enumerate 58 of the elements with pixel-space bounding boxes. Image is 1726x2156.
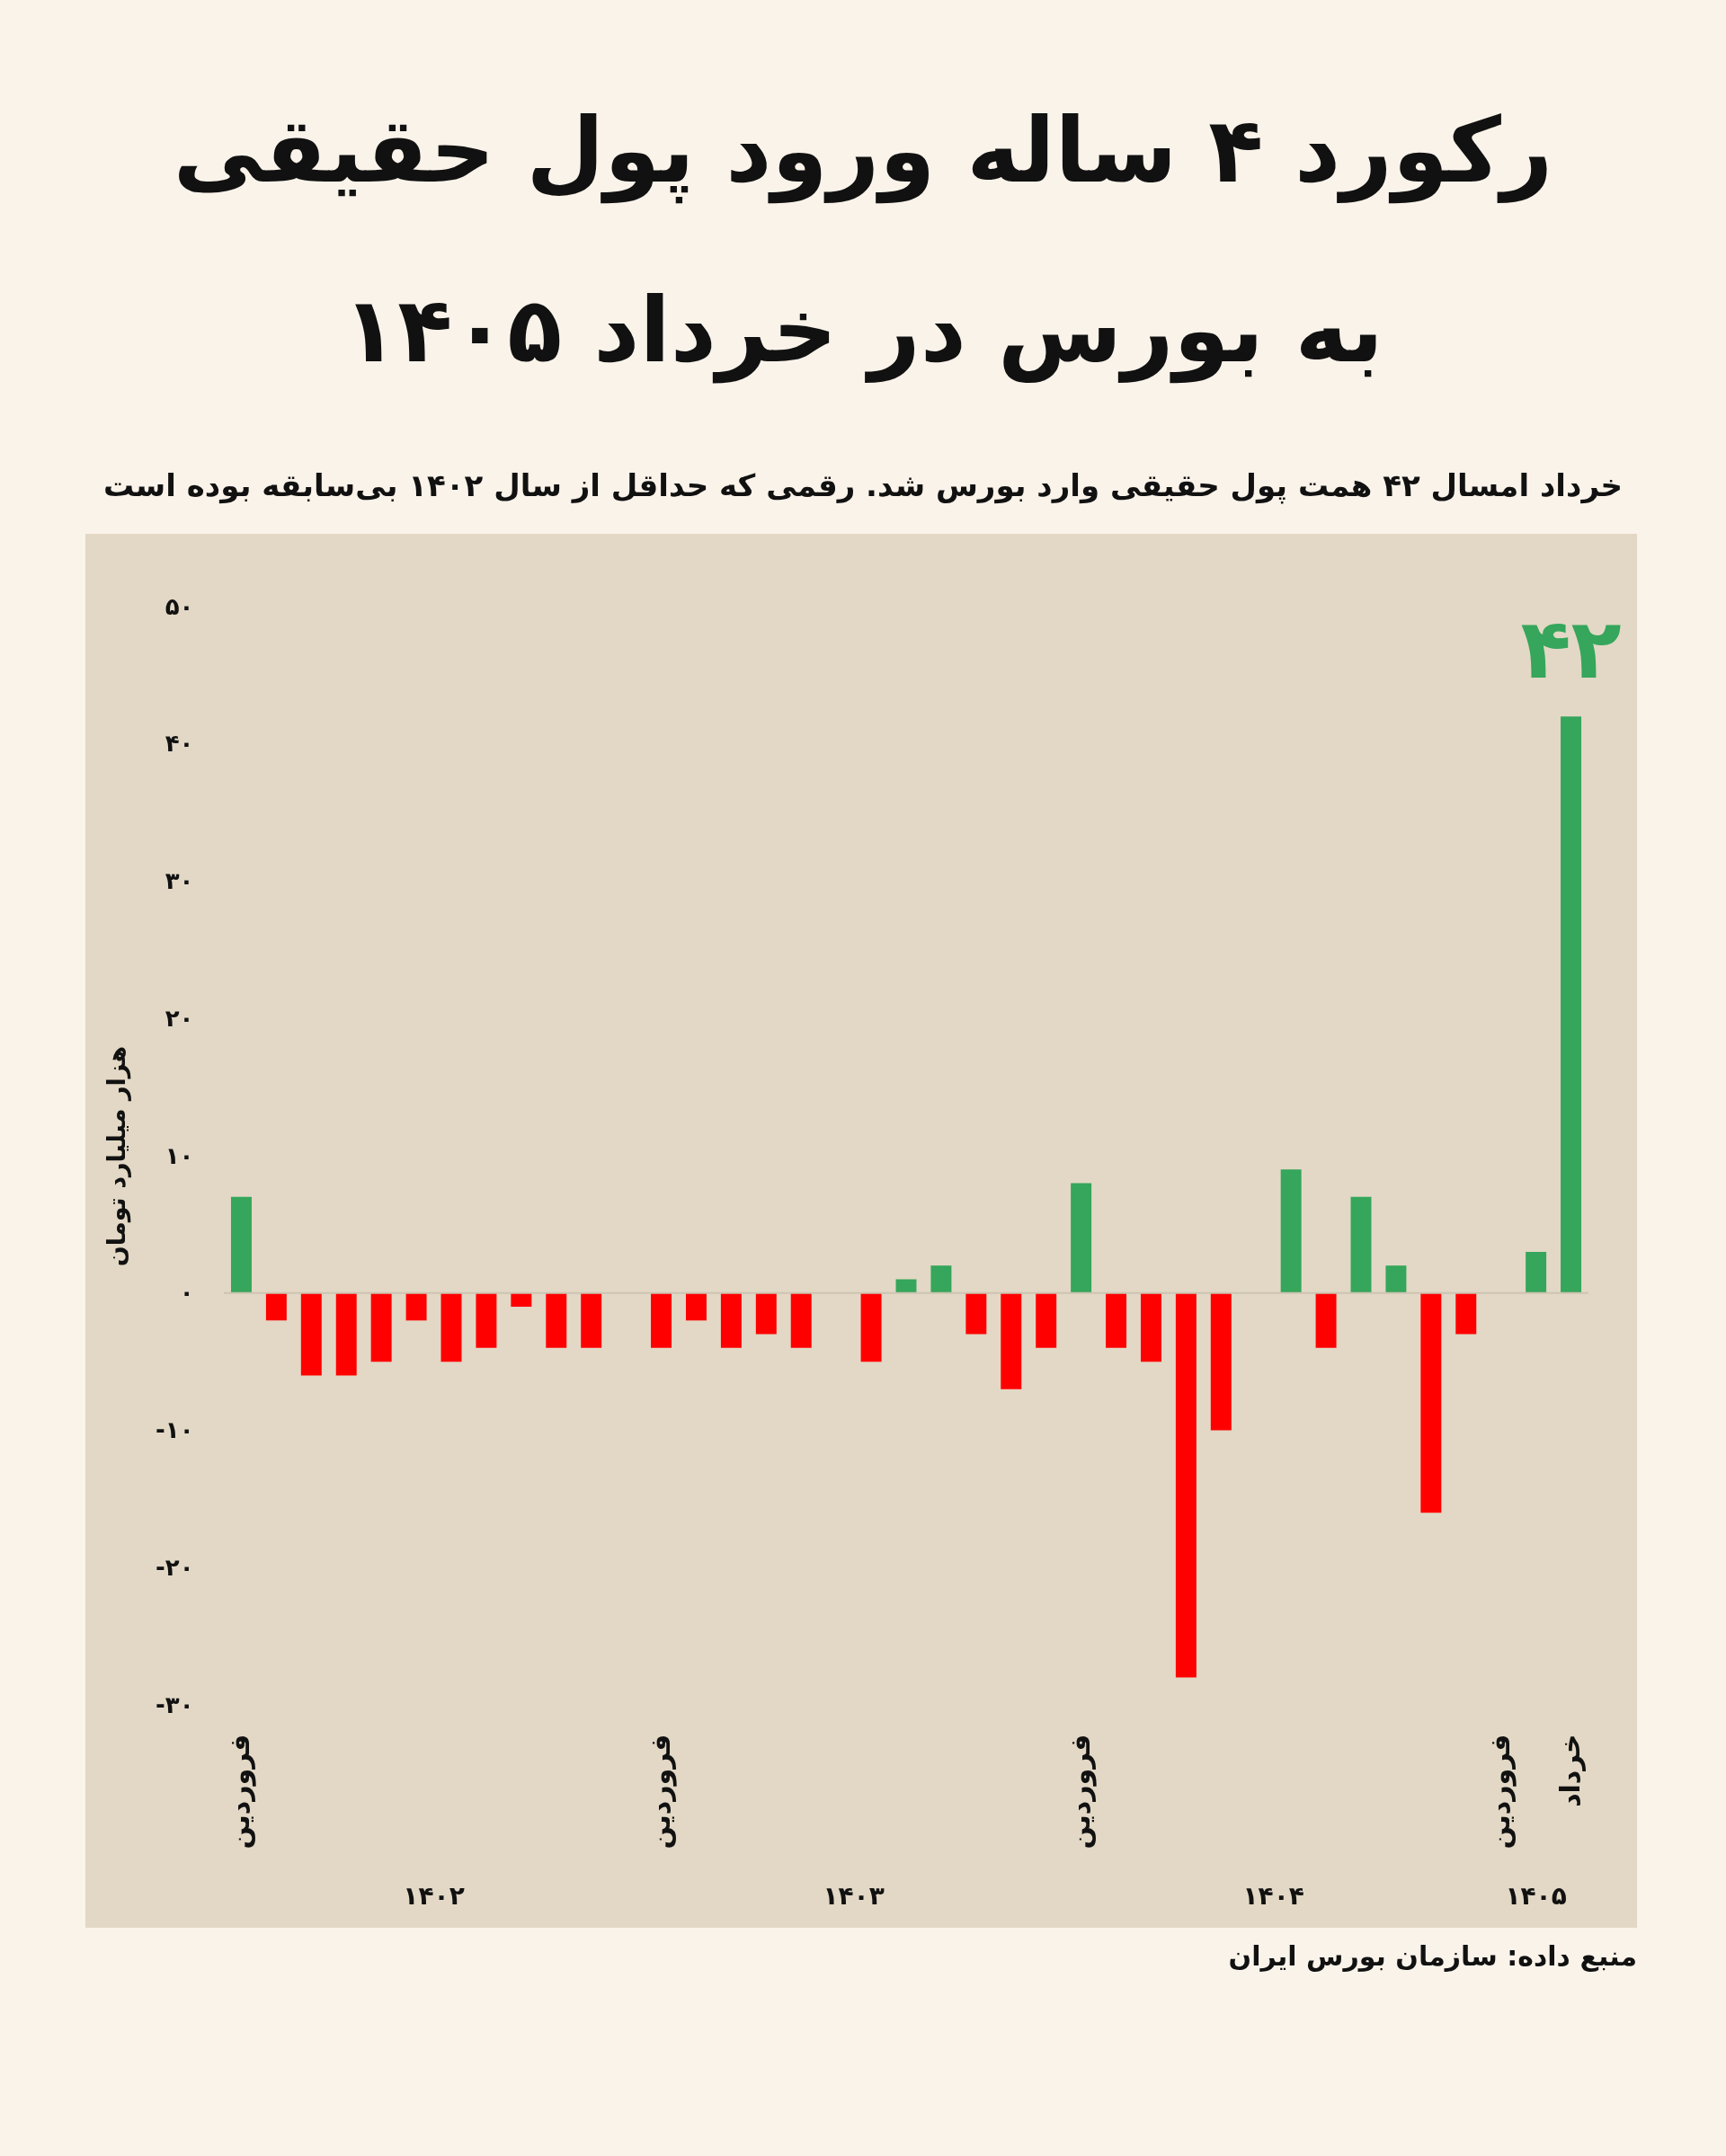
bar: [790, 1292, 812, 1348]
data-label: ۴۲: [1520, 601, 1622, 698]
y-tick-label: -۳۰: [155, 1690, 194, 1718]
bar: [1280, 1169, 1302, 1293]
x-tick-label: فروردین: [644, 1734, 677, 1850]
x-tick-label: فروردین: [1063, 1734, 1097, 1850]
bar: [370, 1292, 392, 1362]
bar: [581, 1292, 602, 1348]
y-tick-label: ۴۰: [165, 730, 194, 758]
bar: [1001, 1292, 1022, 1389]
bar: [1385, 1265, 1407, 1293]
y-tick-label: ۵۰: [165, 592, 194, 620]
bar: [860, 1292, 882, 1362]
bar: [1315, 1292, 1337, 1348]
y-tick-label: -۱۰: [155, 1416, 194, 1443]
bar: [300, 1292, 322, 1376]
bar: [965, 1292, 987, 1335]
bar: [265, 1292, 287, 1321]
bar: [685, 1292, 707, 1321]
bar: [1561, 716, 1582, 1293]
bar: [1071, 1183, 1092, 1293]
bar: [405, 1292, 427, 1321]
bar: [335, 1292, 357, 1376]
x-tick-label: خرداد: [1553, 1734, 1586, 1807]
y-tick-label: ۳۰: [165, 867, 194, 894]
bar: [1420, 1292, 1442, 1513]
y-tick-label: ۲۰: [165, 1004, 194, 1032]
text: ۱۴۰۲: [403, 1881, 465, 1911]
chart-subtitle: خرداد امسال ۴۲ همت پول حقیقی وارد بورس شد. رقمی که حداقل از سال ۱۴۰۲ بی‌سابقه بوده است: [102, 466, 1624, 504]
bar: [1140, 1292, 1161, 1362]
bar: [1106, 1292, 1127, 1348]
bar: [651, 1292, 672, 1348]
text: منبع داده: سازمان بورس ایران: [1228, 1939, 1637, 1974]
bar: [1526, 1251, 1547, 1293]
text: ۱۴۰۵: [1505, 1881, 1567, 1911]
chart-title: رکورد ۴ ساله ورود پول حقیقی به بورس در خرداد ۱۴۰۵: [172, 97, 1554, 386]
bar: [1350, 1196, 1372, 1293]
bar: [511, 1292, 532, 1308]
y-tick-label: ۱۰: [165, 1141, 194, 1169]
bar: [930, 1265, 952, 1293]
bar: [230, 1196, 252, 1293]
y-axis-title: هزار میلیارد تومان: [102, 1045, 131, 1267]
y-tick-label: -۲۰: [155, 1553, 194, 1581]
bar: [1210, 1292, 1232, 1431]
x-tick-label: فروردین: [224, 1734, 257, 1850]
bar: [1455, 1292, 1477, 1335]
bar: [476, 1292, 497, 1348]
bar: [546, 1292, 567, 1348]
bar: [895, 1279, 917, 1293]
y-tick-label: ۰: [179, 1279, 194, 1307]
x-tick-label: فروردین: [1483, 1734, 1517, 1850]
text: ۱۴۰۳: [823, 1881, 885, 1911]
bar: [440, 1292, 462, 1362]
bar: [720, 1292, 742, 1348]
text: ۱۴۰۴: [1242, 1881, 1304, 1911]
bar: [1036, 1292, 1057, 1348]
bar: [755, 1292, 777, 1335]
bar: [1175, 1292, 1197, 1678]
